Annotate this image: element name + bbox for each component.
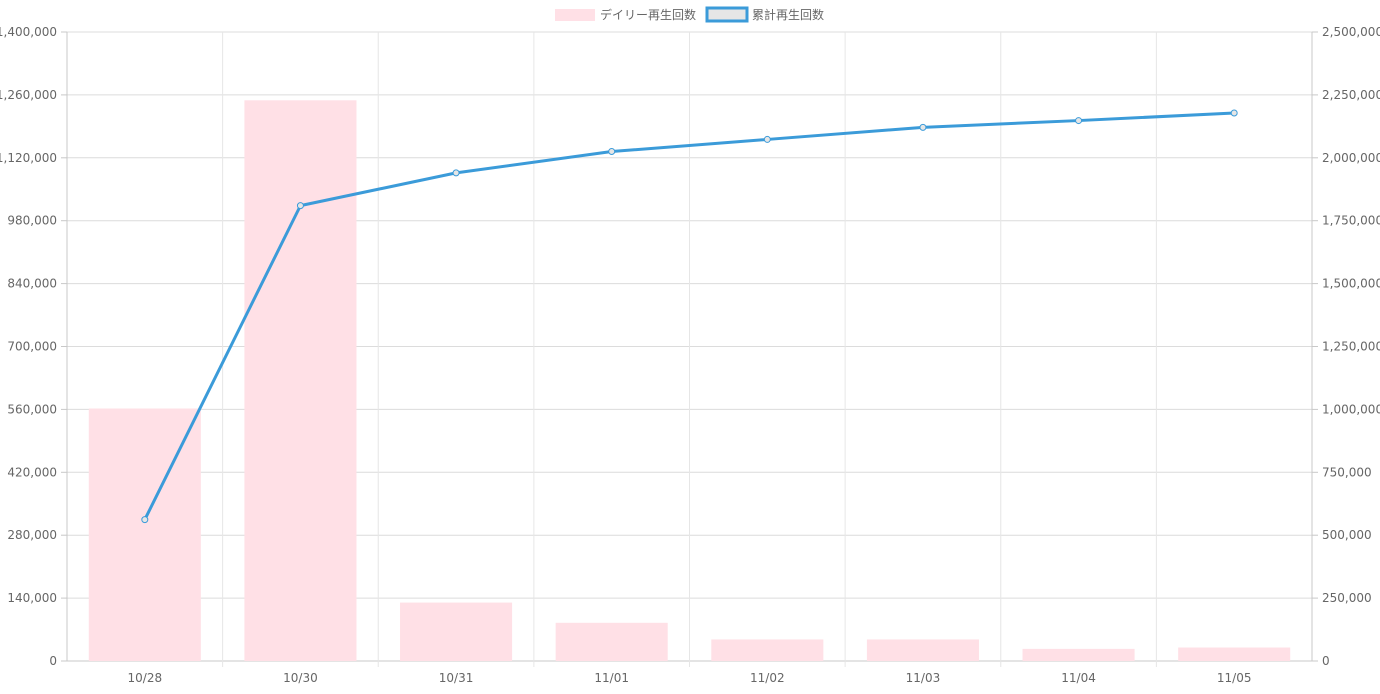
x-tick-label: 11/05 bbox=[1217, 671, 1252, 685]
line-point[interactable] bbox=[141, 516, 149, 524]
x-tick-label: 11/04 bbox=[1061, 671, 1096, 685]
x-tick-label: 11/02 bbox=[750, 671, 785, 685]
y-right-tick-label: 2,000,000 bbox=[1322, 151, 1380, 165]
y-right-tick-label: 1,000,000 bbox=[1322, 402, 1380, 416]
legend-swatch-cumulative[interactable] bbox=[705, 6, 749, 23]
x-tick-label: 11/03 bbox=[906, 671, 941, 685]
line-point[interactable] bbox=[919, 123, 927, 131]
y-left-tick-label: 280,000 bbox=[7, 528, 57, 542]
y-left-tick-label: 700,000 bbox=[7, 340, 57, 354]
line-point[interactable] bbox=[763, 135, 771, 143]
bar[interactable] bbox=[555, 622, 668, 661]
y-left-tick-label: 980,000 bbox=[7, 214, 57, 228]
line-point[interactable] bbox=[452, 169, 460, 177]
bar-series bbox=[88, 100, 1291, 661]
line-point[interactable] bbox=[608, 148, 616, 156]
y-left-tick-label: 560,000 bbox=[7, 402, 57, 416]
y-right-tick-label: 2,250,000 bbox=[1322, 88, 1380, 102]
y-right-tick-label: 1,750,000 bbox=[1322, 214, 1380, 228]
bar[interactable] bbox=[1178, 647, 1291, 661]
y-right-tick-label: 750,000 bbox=[1322, 465, 1372, 479]
y-left-tick-label: 840,000 bbox=[7, 277, 57, 291]
y-right-tick-label: 1,250,000 bbox=[1322, 340, 1380, 354]
x-tick-label: 11/01 bbox=[594, 671, 629, 685]
bar[interactable] bbox=[88, 408, 201, 661]
line-point[interactable] bbox=[1230, 109, 1238, 117]
bar[interactable] bbox=[1022, 648, 1135, 661]
axes: 0 0 140,000 250,000 280,000 500,000 420,000 750… bbox=[0, 25, 1380, 685]
y-right-tick-label: 500,000 bbox=[1322, 528, 1372, 542]
y-right-tick-label: 1,500,000 bbox=[1322, 277, 1380, 291]
series-line bbox=[143, 111, 1235, 521]
x-tick-label: 10/30 bbox=[283, 671, 318, 685]
legend-label-cumulative[interactable]: 累計再生回数 bbox=[752, 7, 824, 22]
y-left-tick-label: 140,000 bbox=[7, 591, 57, 605]
bar[interactable] bbox=[866, 639, 979, 661]
y-left-tick-label: 1,120,000 bbox=[0, 151, 57, 165]
line-point[interactable] bbox=[296, 202, 304, 210]
bar[interactable] bbox=[711, 639, 824, 661]
legend: デイリー再生回数 累計再生回数 bbox=[555, 6, 824, 23]
y-right-tick-label: 2,500,000 bbox=[1322, 25, 1380, 39]
y-left-tick-label: 0 bbox=[49, 654, 57, 668]
x-tick-label: 10/31 bbox=[439, 671, 474, 685]
line-point[interactable] bbox=[1075, 117, 1083, 125]
y-right-tick-label: 250,000 bbox=[1322, 591, 1372, 605]
y-right-tick-label: 0 bbox=[1322, 654, 1330, 668]
legend-swatch-daily[interactable] bbox=[555, 9, 595, 21]
x-tick-label: 10/28 bbox=[128, 671, 163, 685]
y-left-tick-label: 1,260,000 bbox=[0, 88, 57, 102]
bar[interactable] bbox=[244, 100, 357, 661]
legend-label-daily[interactable]: デイリー再生回数 bbox=[600, 7, 696, 22]
line-series bbox=[141, 109, 1238, 524]
y-left-tick-label: 1,400,000 bbox=[0, 25, 57, 39]
y-left-tick-label: 420,000 bbox=[7, 465, 57, 479]
bar[interactable] bbox=[400, 602, 513, 661]
